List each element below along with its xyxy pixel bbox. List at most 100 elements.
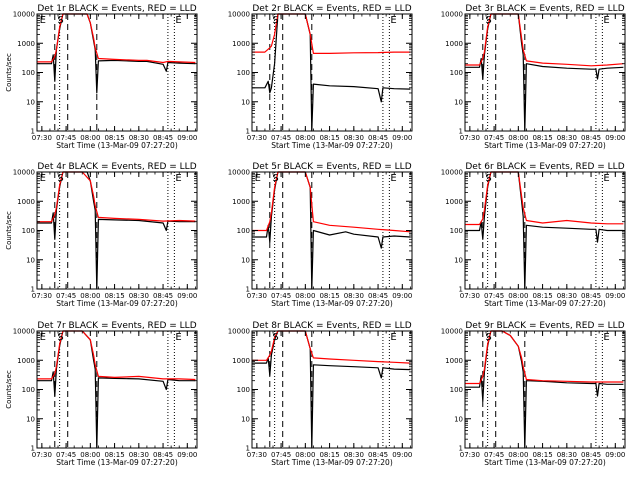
events-series-line — [465, 13, 624, 132]
panel-3: S E 1 10 100 1000 10000 07:30 07:45 08:00 08:15 08:… — [441, 4, 626, 150]
y-tick-label: 10 — [454, 256, 463, 264]
x-tick-label: 08:00 — [80, 292, 100, 300]
x-tick-label: 08:30 — [557, 292, 577, 300]
x-tick-label: 07:30 — [32, 451, 52, 459]
x-axis-label: Start Time (13-Mar-09 07:27:20) — [484, 141, 606, 150]
x-tick-label: 08:45 — [581, 451, 601, 459]
x-tick-label: 08:45 — [368, 292, 388, 300]
y-tick-label: 10000 — [228, 11, 250, 19]
x-tick-label: 09:00 — [392, 292, 412, 300]
panel-9: S E 1 10 100 1000 10000 07:30 07:45 08:00 08:15 08:… — [441, 321, 626, 467]
y-tick-label: 10000 — [228, 169, 250, 177]
y-tick-label: 10000 — [13, 169, 35, 177]
x-tick-label: 07:30 — [32, 134, 52, 142]
x-tick-label: 08:30 — [344, 451, 364, 459]
x-tick-label: 09:00 — [392, 451, 412, 459]
y-tick-label: 1000 — [445, 357, 463, 365]
y-tick-label: 100 — [237, 386, 250, 394]
y-tick-label: 10 — [241, 98, 250, 106]
marker-label: E — [390, 332, 396, 343]
y-axis-label: Counts/sec — [5, 53, 13, 92]
x-axis-label: Start Time (13-Mar-09 07:27:20) — [484, 299, 606, 308]
y-tick-label: 1000 — [17, 357, 35, 365]
y-tick-label: 100 — [450, 227, 463, 235]
marker-label: E — [40, 15, 46, 26]
x-axis-label: Start Time (13-Mar-09 07:27:20) — [56, 299, 178, 308]
marker-label: E — [175, 15, 181, 26]
y-tick-label: 1000 — [17, 198, 35, 206]
x-tick-label: 07:45 — [271, 292, 291, 300]
y-tick-label: 1000 — [232, 40, 250, 48]
x-tick-label: 09:00 — [605, 451, 625, 459]
x-tick-label: 08:00 — [80, 134, 100, 142]
lld-series-line — [37, 330, 196, 381]
marker-label: S — [57, 332, 63, 343]
x-tick-label: 08:45 — [153, 134, 173, 142]
x-tick-label: 09:00 — [177, 292, 197, 300]
x-tick-label: 08:30 — [129, 292, 149, 300]
panel-title: Det 4r BLACK = Events, RED = LLD — [37, 162, 196, 172]
marker-label: S — [485, 332, 491, 343]
events-series-line — [465, 171, 624, 290]
x-tick-label: 08:00 — [508, 451, 528, 459]
x-tick-label: 08:15 — [104, 134, 124, 142]
panel-title: Det 2r BLACK = Events, RED = LLD — [252, 4, 411, 14]
x-tick-label: 07:45 — [484, 292, 504, 300]
marker-label: S — [272, 332, 278, 343]
x-tick-label: 07:45 — [484, 134, 504, 142]
panel-6: S E 1 10 100 1000 10000 07:30 07:45 08:00 08:15 08:… — [441, 162, 626, 308]
y-tick-label: 10000 — [441, 328, 463, 336]
marker-label: S — [272, 15, 278, 26]
marker-label: S — [485, 173, 491, 184]
x-tick-label: 08:00 — [295, 134, 315, 142]
y-tick-label: 10 — [26, 98, 35, 106]
x-tick-label: 08:45 — [581, 292, 601, 300]
y-tick-label: 100 — [22, 69, 35, 77]
events-series-line — [465, 330, 624, 449]
marker-label: E — [603, 332, 609, 343]
y-tick-label: 1000 — [445, 198, 463, 206]
x-tick-label: 07:45 — [56, 451, 76, 459]
panel-8: S E 1 10 100 1000 10000 07:30 07:45 08:00 08:15 08:… — [228, 321, 413, 467]
y-tick-label: 1000 — [232, 357, 250, 365]
x-tick-label: 08:45 — [368, 451, 388, 459]
x-tick-label: 08:45 — [581, 134, 601, 142]
y-tick-label: 1 — [246, 286, 250, 294]
lld-series-line — [37, 171, 196, 223]
y-tick-label: 1 — [31, 286, 35, 294]
x-tick-label: 07:30 — [460, 134, 480, 142]
marker-label: E — [175, 173, 181, 184]
x-tick-label: 08:15 — [532, 451, 552, 459]
x-tick-label: 07:45 — [271, 451, 291, 459]
x-tick-label: 08:30 — [344, 292, 364, 300]
marker-label: E — [40, 173, 46, 184]
y-tick-label: 1000 — [17, 40, 35, 48]
x-tick-label: 09:00 — [177, 451, 197, 459]
y-tick-label: 100 — [237, 69, 250, 77]
y-tick-label: 10 — [241, 415, 250, 423]
x-tick-label: 07:30 — [460, 451, 480, 459]
x-tick-label: 07:45 — [56, 292, 76, 300]
marker-label: S — [272, 173, 278, 184]
marker-label: E — [40, 332, 46, 343]
panel-title: Det 6r BLACK = Events, RED = LLD — [465, 162, 624, 172]
y-tick-label: 100 — [22, 227, 35, 235]
y-tick-label: 100 — [237, 227, 250, 235]
x-tick-label: 07:30 — [247, 134, 267, 142]
marker-label: S — [57, 173, 63, 184]
x-tick-label: 09:00 — [392, 134, 412, 142]
x-tick-label: 08:15 — [319, 451, 339, 459]
panel-title: Det 7r BLACK = Events, RED = LLD — [37, 321, 196, 331]
y-axis-label: Counts/sec — [5, 211, 13, 250]
x-tick-label: 08:00 — [508, 292, 528, 300]
marker-label: E — [255, 173, 261, 184]
y-tick-label: 10 — [454, 98, 463, 106]
y-tick-label: 1000 — [445, 40, 463, 48]
marker-label: E — [390, 173, 396, 184]
y-tick-label: 100 — [22, 386, 35, 394]
x-axis-label: Start Time (13-Mar-09 07:27:20) — [271, 141, 393, 150]
